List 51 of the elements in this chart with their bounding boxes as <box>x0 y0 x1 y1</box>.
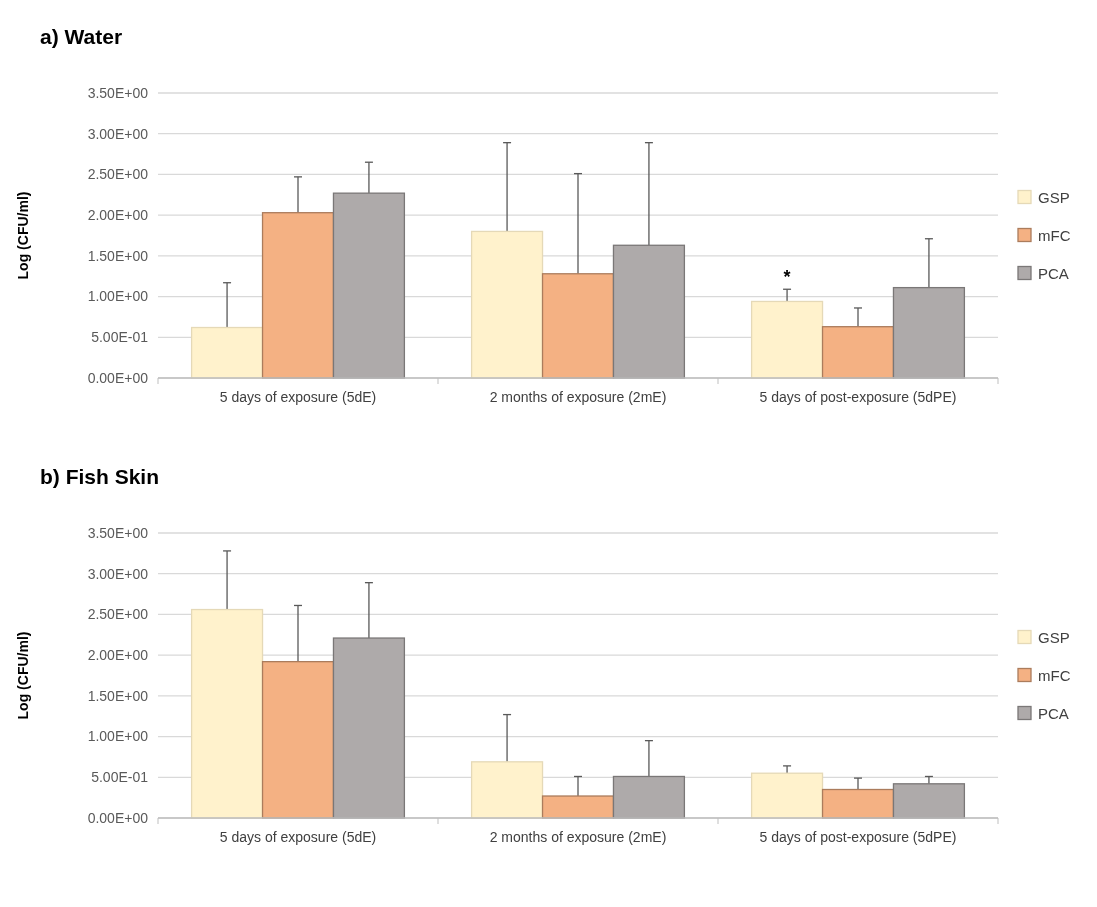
x-tick-label: 5 days of exposure (5dE) <box>219 829 377 845</box>
x-tick-label: 2 months of exposure (2mE) <box>489 389 667 405</box>
x-tick-label: 5 days of post-exposure (5dPE) <box>759 389 957 405</box>
bar <box>750 300 824 379</box>
y-axis-title: Log (CFU/ml) <box>15 631 31 720</box>
y-tick-label: 2.00E+00 <box>87 207 149 224</box>
y-tick-label: 3.50E+00 <box>87 524 149 541</box>
y-tick-label: 2.50E+00 <box>87 166 149 183</box>
bar <box>190 326 264 379</box>
legend-label: PCA <box>1038 264 1069 282</box>
bar <box>541 795 615 819</box>
y-tick-label: 3.50E+00 <box>87 84 149 101</box>
bar <box>332 637 406 819</box>
y-tick-label: 2.00E+00 <box>87 647 149 664</box>
y-tick-label: 1.00E+00 <box>87 288 149 305</box>
x-tick-label: 5 days of exposure (5dE) <box>219 389 377 405</box>
bar <box>470 230 544 379</box>
x-tick-label: 5 days of post-exposure (5dPE) <box>759 829 957 845</box>
significance-mark: * <box>783 267 791 288</box>
legend-label: GSP <box>1038 188 1070 206</box>
y-axis-title: Log (CFU/ml) <box>15 191 31 280</box>
legend-label: PCA <box>1038 704 1069 722</box>
legend-label: mFC <box>1038 666 1071 684</box>
bar <box>541 273 615 379</box>
bar <box>190 608 264 819</box>
bar <box>612 244 686 379</box>
chart-title: b) Fish Skin <box>40 465 160 488</box>
y-tick-label: 1.50E+00 <box>87 687 149 704</box>
bar <box>470 761 544 819</box>
y-tick-label: 1.50E+00 <box>87 247 149 264</box>
bar <box>612 775 686 819</box>
bar <box>332 192 406 379</box>
bar <box>261 661 335 819</box>
y-tick-label: 3.00E+00 <box>87 125 149 142</box>
y-tick-label: 5.00E-01 <box>91 329 149 346</box>
bar <box>821 326 895 379</box>
bar <box>892 286 966 379</box>
x-tick-label: 2 months of exposure (2mE) <box>489 829 667 845</box>
chart-title: a) Water <box>40 25 123 48</box>
bar <box>892 783 966 819</box>
y-tick-label: 1.00E+00 <box>87 728 149 745</box>
y-tick-label: 3.00E+00 <box>87 565 149 582</box>
y-tick-label: 2.50E+00 <box>87 606 149 623</box>
legend-label: mFC <box>1038 226 1071 244</box>
y-tick-label: 0.00E+00 <box>87 369 149 386</box>
y-tick-label: 5.00E-01 <box>91 769 149 786</box>
bar <box>821 788 895 819</box>
legend-label: GSP <box>1038 628 1070 646</box>
bar <box>261 212 335 379</box>
bar <box>750 772 824 819</box>
y-tick-label: 0.00E+00 <box>87 809 149 826</box>
